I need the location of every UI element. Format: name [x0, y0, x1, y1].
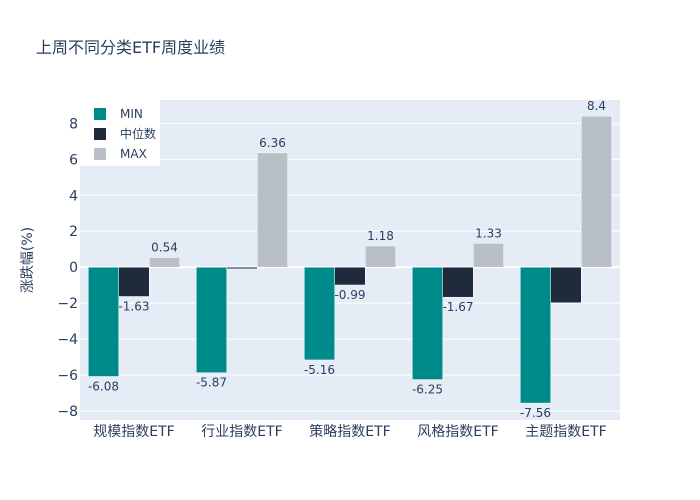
data-label: -1.67 — [442, 300, 473, 314]
bar-MIN-2[interactable] — [304, 266, 335, 361]
bar-MAX-4[interactable] — [581, 115, 612, 268]
legend-swatch[interactable] — [94, 108, 106, 120]
y-tick-label: −8 — [57, 404, 78, 420]
data-label: -6.08 — [88, 379, 119, 393]
bar-MAX-1[interactable] — [257, 152, 288, 268]
bar-MAX-0[interactable] — [149, 257, 180, 268]
y-tick-label: −6 — [57, 368, 78, 384]
y-tick-label: 4 — [69, 188, 78, 204]
chart-title: 上周不同分类ETF周度业绩 — [36, 38, 226, 57]
legend-label[interactable]: 中位数 — [120, 126, 156, 141]
x-category-label: 规模指数ETF — [93, 424, 174, 440]
bar-中位数-0[interactable] — [118, 266, 150, 297]
bar-MAX-3[interactable] — [473, 243, 504, 268]
data-label: 0.54 — [151, 240, 178, 254]
data-label: -6.25 — [412, 383, 443, 397]
bar-MIN-3[interactable] — [412, 266, 443, 380]
y-axis-title: 涨跌幅(%) — [20, 227, 36, 293]
legend-label[interactable]: MIN — [120, 107, 143, 121]
data-labels: -6.08 -1.63 0.54 -5.87 6.36 -5.16 -0.99 1.18 -6.… — [88, 99, 606, 420]
x-category-label: 策略指数ETF — [309, 423, 390, 440]
y-tick-label: 6 — [69, 152, 78, 168]
bar-中位数-3[interactable] — [442, 266, 474, 298]
data-label: 1.33 — [475, 226, 502, 240]
data-label: -5.16 — [304, 363, 335, 377]
data-label: 8.4 — [587, 99, 606, 113]
bars — [88, 115, 612, 404]
legend-box — [80, 100, 160, 166]
legend-swatch[interactable] — [94, 148, 106, 160]
data-label: -7.56 — [520, 406, 551, 420]
y-axis-ticks: −8 −6 −4 −2 0 2 4 6 8 — [57, 116, 78, 420]
data-label: 6.36 — [259, 136, 286, 150]
bar-中位数-2[interactable] — [334, 266, 366, 286]
y-tick-label: −4 — [57, 332, 78, 348]
data-label: 1.18 — [367, 229, 394, 243]
data-label: -5.87 — [196, 376, 227, 390]
bar-中位数-1[interactable] — [226, 266, 258, 270]
y-tick-label: 0 — [69, 260, 78, 276]
y-tick-label: 2 — [69, 224, 78, 240]
data-label: -1.63 — [118, 299, 149, 313]
y-tick-label: 8 — [69, 116, 78, 132]
x-category-label: 主题指数ETF — [525, 424, 606, 440]
x-category-label: 风格指数ETF — [417, 424, 498, 440]
data-label: -0.99 — [334, 288, 365, 302]
legend-label[interactable]: MAX — [120, 147, 147, 161]
bar-MIN-1[interactable] — [196, 266, 227, 373]
legend[interactable]: MIN 中位数 MAX — [80, 100, 160, 166]
bar-MIN-4[interactable] — [520, 266, 551, 404]
legend-swatch[interactable] — [94, 128, 106, 140]
bar-中位数-4[interactable] — [550, 266, 582, 304]
bar-MAX-2[interactable] — [365, 245, 396, 268]
y-tick-label: −2 — [57, 296, 78, 312]
bar-MIN-0[interactable] — [88, 266, 119, 377]
x-category-label: 行业指数ETF — [201, 424, 282, 440]
x-axis-categories: 规模指数ETF 行业指数ETF 策略指数ETF 风格指数ETF 主题指数ETF — [93, 423, 606, 440]
